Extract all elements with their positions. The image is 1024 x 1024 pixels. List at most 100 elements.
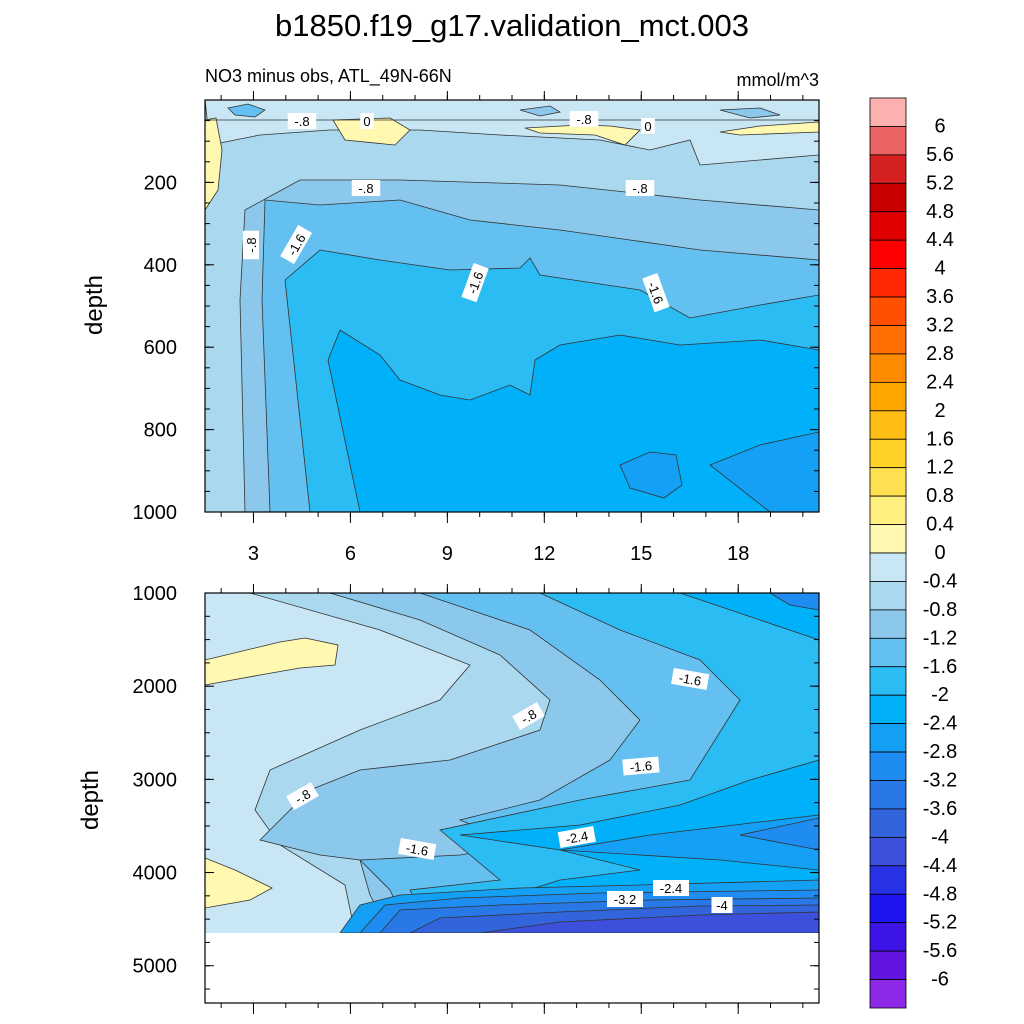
contour-label-text: -1.6 xyxy=(629,758,653,775)
colorbar-swatch xyxy=(869,97,907,127)
colorbar-swatch xyxy=(869,836,907,867)
colorbar-label: 0.8 xyxy=(926,485,954,507)
colorbar-label: -5.6 xyxy=(923,940,957,962)
colorbar-swatch xyxy=(869,182,907,213)
colorbar-swatch xyxy=(869,268,907,298)
colorbar-swatch xyxy=(869,410,907,440)
contour-label: -1.6 xyxy=(398,838,437,861)
contour-label-text: -.8 xyxy=(294,114,309,129)
colorbar: 6 5.6 5.2 4.8 4.4 4 3.6 3.2 2.8 2.4 2 1.6 1.2 0.8 0.4 0… xyxy=(869,97,957,1009)
y-tick-label: 600 xyxy=(144,337,177,359)
x-tick-label: 3 xyxy=(248,543,259,565)
colorbar-swatch xyxy=(869,211,907,241)
colorbar-swatch xyxy=(869,239,907,270)
colorbar-label: 4 xyxy=(934,258,945,280)
contour-label: -4 xyxy=(711,897,733,913)
contour-label-bg xyxy=(671,668,710,691)
colorbar-label: 2.4 xyxy=(926,371,954,393)
contour-label: -.8 xyxy=(569,111,599,127)
contour-label: 0 xyxy=(641,118,655,134)
colorbar-swatch xyxy=(869,296,907,326)
contour-label-bg xyxy=(557,826,596,849)
y-tick-label: 1000 xyxy=(133,502,178,524)
colorbar-label: 5.2 xyxy=(926,172,954,194)
colorbar-swatch xyxy=(869,609,907,639)
contour-label-text: -4 xyxy=(716,898,728,913)
colorbar-swatch xyxy=(869,723,907,753)
lower-panel-plot xyxy=(205,593,819,933)
contour-label: -1.6 xyxy=(461,263,489,303)
x-tick-label: 12 xyxy=(533,543,555,565)
colorbar-label: -2.8 xyxy=(923,741,957,763)
colorbar-swatch xyxy=(869,979,907,1009)
contour-label-bg xyxy=(287,113,317,129)
colorbar-swatch xyxy=(869,552,907,582)
contour-label-text: 0 xyxy=(644,119,651,134)
colorbar-label: 2 xyxy=(934,400,945,422)
x-tick-label: 15 xyxy=(630,543,652,565)
colorbar-swatch xyxy=(869,922,907,952)
colorbar-swatch xyxy=(869,865,907,895)
colorbar-label: -0.4 xyxy=(923,570,957,592)
chart-subtitle-left: NO3 minus obs, ATL_49N-66N xyxy=(205,66,452,87)
y-tick-label: 800 xyxy=(144,420,177,442)
colorbar-label: -1.2 xyxy=(923,627,957,649)
colorbar-label: -4 xyxy=(931,826,949,848)
contour-label-text: 0 xyxy=(363,114,370,129)
contour-label-bg xyxy=(351,180,381,196)
colorbar-swatch xyxy=(869,325,907,355)
contour-label: -.8 xyxy=(351,180,381,196)
contour-label-text: -.8 xyxy=(244,237,259,252)
colorbar-label: 3.2 xyxy=(926,315,954,337)
colorbar-label: -4.4 xyxy=(923,855,957,877)
colorbar-swatch xyxy=(869,808,907,838)
colorbar-swatch xyxy=(869,353,907,383)
colorbar-swatch xyxy=(869,467,907,497)
contour-label: -.8 xyxy=(287,113,317,129)
contour-label-bg xyxy=(512,702,545,731)
contour-label-bg xyxy=(286,782,319,811)
colorbar-swatch xyxy=(869,893,907,924)
contour-label-text: -1.6 xyxy=(405,840,430,859)
contour-label-text: -.8 xyxy=(358,181,373,196)
contour-label-text: -1.6 xyxy=(678,670,703,689)
colorbar-label: 3.6 xyxy=(926,286,954,308)
contour-label-bg xyxy=(642,273,670,313)
contour-label-text: -.8 xyxy=(518,706,539,727)
contour-label-bg xyxy=(625,180,655,196)
upper-panel-plot xyxy=(205,100,819,512)
y-tick-label: 4000 xyxy=(133,863,178,885)
colorbar-label: -0.8 xyxy=(923,599,957,621)
contour-label-text: -2.4 xyxy=(660,881,682,896)
contour-label: -1.6 xyxy=(671,668,710,691)
colorbar-swatch xyxy=(869,666,907,696)
contour-label: -.8 xyxy=(286,782,319,811)
y-tick-label: 1000 xyxy=(133,583,178,605)
colorbar-label: -2 xyxy=(931,684,949,706)
y-tick-label: 3000 xyxy=(133,769,178,791)
y-tick-label: 5000 xyxy=(133,956,178,978)
colorbar-label: 1.2 xyxy=(926,457,954,479)
contour-label: -.8 xyxy=(243,230,259,260)
contour-label-bg xyxy=(360,113,374,129)
x-tick-label: 6 xyxy=(345,543,356,565)
colorbar-label: -6 xyxy=(931,969,949,991)
colorbar-swatch xyxy=(869,154,907,184)
colorbar-swatch xyxy=(869,581,907,611)
colorbar-swatch xyxy=(869,637,907,668)
contour-label-bg xyxy=(622,756,660,776)
colorbar-label: -3.2 xyxy=(923,770,957,792)
colorbar-swatch xyxy=(869,438,907,469)
x-tick-label: 18 xyxy=(727,543,749,565)
contour-label-bg xyxy=(711,897,733,913)
colorbar-swatch xyxy=(869,780,907,810)
colorbar-label: 1.6 xyxy=(926,428,954,450)
chart-title: b1850.f19_g17.validation_mct.003 xyxy=(275,8,749,43)
contour-label-bg xyxy=(569,111,599,127)
contour-label: -3.2 xyxy=(607,891,643,907)
colorbar-label: 4.8 xyxy=(926,201,954,223)
contour-label-text: -2.4 xyxy=(565,828,590,847)
y-tick-label: 400 xyxy=(144,255,177,277)
colorbar-label: -3.6 xyxy=(923,798,957,820)
